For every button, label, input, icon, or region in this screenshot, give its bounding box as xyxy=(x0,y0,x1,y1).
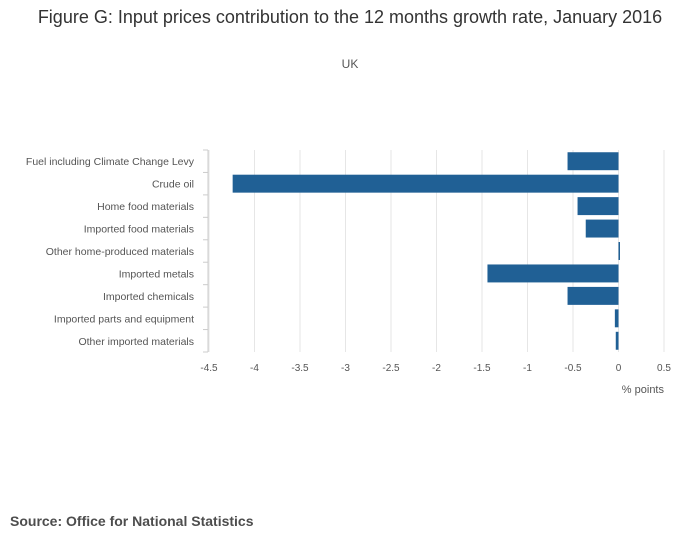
bar xyxy=(567,152,619,171)
category-label: Imported metals xyxy=(119,268,194,280)
x-tick-label: 0.5 xyxy=(657,363,671,374)
value-axis-ticks: -4.5 -4 -3.5 -3 -2.5 -2 -1.5 -1 -0.5 0 0.5 xyxy=(200,363,671,374)
bar xyxy=(618,242,620,260)
x-tick-label: -3 xyxy=(341,363,350,374)
x-tick-label: -4.5 xyxy=(200,363,218,374)
bar xyxy=(567,286,619,305)
category-label: Crude oil xyxy=(152,179,194,191)
x-tick-label: -2 xyxy=(432,363,441,374)
source-note: Source: Office for National Statistics xyxy=(10,513,254,529)
chart-subtitle: UK xyxy=(341,57,359,71)
x-tick-label: -2.5 xyxy=(382,363,400,374)
chart-title: Figure G: Input prices contribution to t… xyxy=(37,7,663,27)
bar xyxy=(585,219,619,238)
x-tick-label: -4 xyxy=(250,363,259,374)
bar xyxy=(577,197,619,216)
bar xyxy=(232,174,619,193)
category-label: Imported food materials xyxy=(84,224,194,236)
category-label: Imported parts and equipment xyxy=(54,313,194,325)
x-tick-label: -1.5 xyxy=(473,363,491,374)
x-tick-label: 0 xyxy=(616,363,622,374)
category-label: Other imported materials xyxy=(78,336,194,348)
category-label: Imported chemicals xyxy=(103,291,194,303)
category-label: Other home-produced materials xyxy=(46,246,194,258)
category-axis: Fuel including Climate Change Levy Crude … xyxy=(26,149,209,353)
bar xyxy=(487,264,619,283)
bar xyxy=(614,309,619,328)
category-label: Home food materials xyxy=(97,201,194,213)
x-tick-label: -0.5 xyxy=(564,363,582,374)
bars xyxy=(232,152,620,350)
x-tick-label: -1 xyxy=(523,363,532,374)
x-axis-label: % points xyxy=(622,384,665,396)
category-label: Fuel including Climate Change Levy xyxy=(26,156,195,168)
x-tick-label: -3.5 xyxy=(291,363,309,374)
bar xyxy=(615,331,619,350)
